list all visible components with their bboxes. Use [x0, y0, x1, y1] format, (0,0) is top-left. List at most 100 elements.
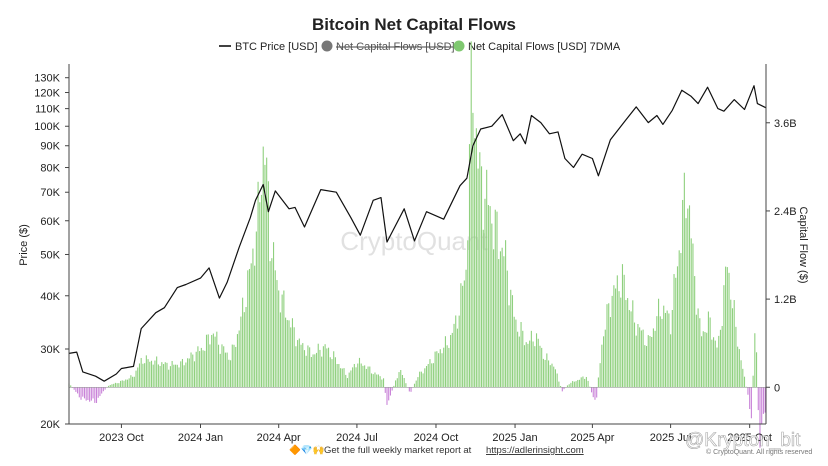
flow-bar — [663, 305, 665, 388]
flow-bar — [604, 329, 606, 388]
flow-bar — [236, 334, 238, 388]
flow-bar — [137, 367, 139, 388]
flow-bar — [145, 355, 147, 388]
flow-bar — [384, 387, 386, 393]
flow-bar — [463, 280, 465, 388]
flow-bar — [599, 363, 601, 388]
flow-bar — [420, 371, 422, 388]
flow-bar — [403, 377, 405, 388]
flow-bar — [238, 330, 240, 388]
flow-bar — [728, 272, 730, 388]
flow-bar — [130, 375, 132, 388]
flow-bar — [310, 357, 312, 388]
flow-bar — [733, 300, 735, 388]
flow-bar — [338, 364, 340, 388]
flow-bar — [228, 359, 230, 388]
flow-bar — [169, 366, 171, 388]
flow-bar — [367, 366, 369, 388]
flow-bar — [489, 206, 491, 388]
flow-bar — [743, 376, 746, 388]
legend: BTC Price [USD] Net Capital Flows [USD] … — [219, 40, 621, 54]
x-tick-label: 2024 Oct — [414, 432, 459, 444]
flow-bar — [577, 379, 579, 388]
flow-bar — [168, 369, 170, 388]
flow-bar — [185, 362, 187, 388]
flow-bar — [314, 354, 316, 388]
flow-bar — [714, 340, 716, 388]
y-tick-label: 130K — [34, 73, 60, 85]
flow-bar — [243, 312, 245, 388]
flow-bar — [321, 356, 323, 388]
flow-bar — [192, 354, 194, 388]
flow-bar — [740, 360, 742, 388]
flow-bar — [486, 169, 488, 388]
flow-bar — [345, 374, 347, 388]
flow-bar — [90, 387, 92, 401]
flow-bar — [377, 374, 379, 388]
flow-bar — [159, 365, 161, 388]
flow-bar — [608, 303, 610, 388]
flow-bar — [424, 368, 426, 388]
flow-bar — [171, 360, 173, 388]
flow-bar — [467, 240, 469, 388]
flow-bar — [735, 326, 737, 388]
x-tick-label: 2025 Oct — [727, 432, 772, 444]
flow-bar — [759, 387, 761, 448]
footer-link[interactable]: https://adlerinsight.com — [486, 445, 584, 456]
flow-bars — [68, 41, 766, 448]
flow-bar — [432, 363, 434, 388]
flow-bar — [340, 368, 342, 388]
flow-bar — [563, 387, 565, 390]
chart-title: Bitcoin Net Capital Flows — [312, 15, 516, 34]
flow-bar — [468, 144, 471, 388]
flow-bar — [616, 275, 618, 388]
flow-bar — [331, 359, 333, 388]
flow-bar — [520, 322, 522, 388]
flow-bar — [508, 305, 510, 388]
flow-bar — [656, 316, 658, 388]
flow-bar — [658, 298, 660, 388]
flow-bar — [85, 387, 87, 401]
flow-bar — [692, 243, 694, 388]
legend-item-net-capital-flows-7dma[interactable]: Net Capital Flows [USD] 7DMA — [453, 40, 621, 54]
flow-bar — [601, 344, 603, 388]
flow-bar — [97, 387, 99, 398]
flow-bar — [162, 364, 165, 388]
flow-bar — [695, 314, 697, 388]
flow-bar — [389, 387, 391, 396]
flow-bar — [219, 353, 221, 388]
flow-bar — [274, 270, 276, 388]
flow-bar — [240, 316, 242, 388]
flow-bar — [266, 157, 268, 388]
flow-bar — [429, 359, 431, 388]
flow-bar — [111, 384, 113, 388]
flow-bar — [678, 250, 680, 388]
flow-bar — [315, 352, 318, 388]
flow-bar — [188, 358, 190, 388]
legend-item-btc-price[interactable]: BTC Price [USD] — [219, 41, 318, 53]
flow-bar — [207, 334, 209, 388]
flow-bar — [762, 387, 764, 414]
flow-bar — [200, 347, 202, 388]
flow-bar — [305, 355, 307, 388]
flow-bar — [135, 370, 137, 388]
flow-bar — [737, 346, 739, 388]
flow-bar — [341, 368, 343, 388]
flow-bar — [659, 316, 661, 388]
flow-bar — [355, 367, 357, 388]
flow-bar — [87, 387, 89, 401]
flow-bar — [699, 318, 701, 388]
flow-bar — [436, 351, 438, 388]
flow-bar — [687, 208, 689, 388]
flow-bar — [221, 344, 223, 388]
flow-bar — [205, 334, 208, 388]
flow-bar — [549, 365, 551, 388]
legend-item-net-capital-flows[interactable]: Net Capital Flows [USD] — [321, 40, 455, 54]
flow-bar — [128, 378, 130, 388]
flow-bar — [180, 361, 182, 388]
flow-bar — [493, 249, 495, 388]
flow-bar — [721, 325, 723, 388]
flow-bar — [479, 152, 481, 388]
flow-bar — [333, 351, 335, 388]
flow-bar — [102, 387, 104, 392]
